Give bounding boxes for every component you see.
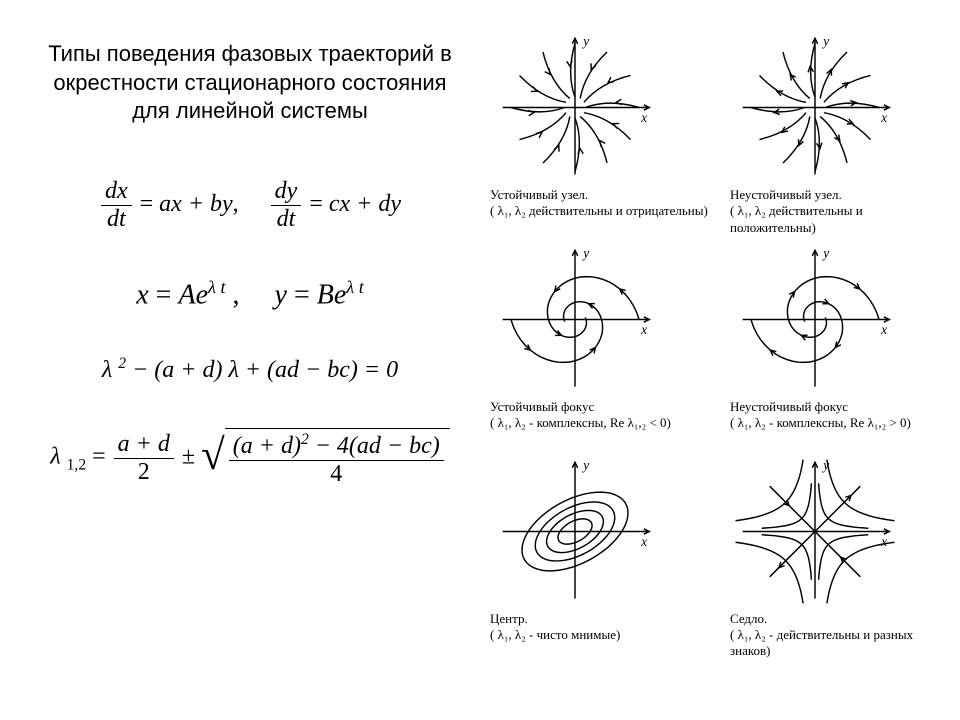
rad-sup: 2 xyxy=(301,431,309,448)
roots-eq: = xyxy=(92,444,112,470)
dx-den: dt xyxy=(101,206,132,233)
svg-text:y: y xyxy=(581,245,589,260)
equation-system: dxdt = ax + by, dydt = cx + dy xyxy=(99,178,401,233)
eq2-rhs: cx + dy xyxy=(329,191,401,217)
portrait-saddle: xyСедло.( λ₁, λ₂ - действительны и разны… xyxy=(730,454,950,660)
eq-sign-3: = xyxy=(156,279,179,310)
roots-num1: a + d xyxy=(114,431,174,459)
roots-den1: 2 xyxy=(114,459,174,486)
sol-y: y xyxy=(275,279,287,310)
svg-text:x: x xyxy=(880,322,887,337)
portrait-caption-stable-node: Устойчивый узел.( λ₁, λ₂ действительны и… xyxy=(490,187,708,220)
portrait-caption-saddle: Седло.( λ₁, λ₂ - действительны и разных … xyxy=(730,611,950,660)
svg-text:y: y xyxy=(821,33,829,48)
portrait-plot-stable-node: xy xyxy=(490,30,660,185)
portrait-caption-unstable-focus: Неустойчивый фокус( λ₁, λ₂ - комплексны,… xyxy=(730,399,911,432)
portrait-center: xyЦентр.( λ₁, λ₂ - чисто мнимые) xyxy=(490,454,710,660)
equation-solution: x = Aeλ t , y = Beλ t xyxy=(136,277,364,311)
equation-characteristic: λ 2 − (a + d) λ + (ad − bc) = 0 xyxy=(102,355,398,384)
svg-text:y: y xyxy=(581,457,589,472)
dx-num: dx xyxy=(101,178,132,206)
roots-sub: 1,2 xyxy=(67,456,87,473)
svg-text:x: x xyxy=(880,110,887,125)
svg-text:x: x xyxy=(640,110,647,125)
portrait-stable-node: xyУстойчивый узел.( λ₁, λ₂ действительны… xyxy=(490,30,710,236)
sol-e1: e xyxy=(196,279,208,310)
portrait-caption-stable-focus: Устойчивый фокус( λ₁, λ₂ - комплексны, R… xyxy=(490,399,671,432)
eq-sign-4: = xyxy=(294,279,317,310)
sol-B: B xyxy=(317,279,334,310)
portrait-plot-saddle: xy xyxy=(730,454,900,609)
eq-sep-1: , xyxy=(233,191,239,217)
eq1-rhs: ax + by xyxy=(159,191,233,217)
equation-roots: λ 1,2 = a + d 2 ± √ (a + d)2 − 4(ad − bc… xyxy=(50,428,450,488)
sol-exp2: λ t xyxy=(346,277,363,297)
roots-den2: 4 xyxy=(229,461,444,488)
svg-text:x: x xyxy=(640,533,647,548)
right-column: xyУстойчивый узел.( λ₁, λ₂ действительны… xyxy=(490,30,950,700)
sol-e2: e xyxy=(334,279,346,310)
portrait-plot-stable-focus: xy xyxy=(490,242,660,397)
sqrt-icon: √ (a + d)2 − 4(ad − bc) 4 xyxy=(201,428,450,488)
portrait-caption-center: Центр.( λ₁, λ₂ - чисто мнимые) xyxy=(490,611,620,644)
portrait-plot-unstable-node: xy xyxy=(730,30,900,185)
left-column: Типы поведения фазовых траекторий в окре… xyxy=(10,30,490,700)
char-lambda: λ xyxy=(102,357,112,383)
page-title: Типы поведения фазовых траекторий в окре… xyxy=(40,40,460,126)
dy-num: dy xyxy=(271,178,302,206)
portrait-plot-unstable-focus: xy xyxy=(730,242,900,397)
char-sq: 2 xyxy=(118,355,126,372)
portrait-unstable-node: xyНеустойчивый узел.( λ₁, λ₂ действитель… xyxy=(730,30,950,236)
sol-x: x xyxy=(136,279,148,310)
svg-text:y: y xyxy=(581,33,589,48)
sol-sep: , xyxy=(233,279,240,310)
portrait-caption-unstable-node: Неустойчивый узел.( λ₁, λ₂ действительны… xyxy=(730,187,950,236)
roots-pm: ± xyxy=(182,444,201,470)
roots-lambda: λ xyxy=(50,444,60,470)
portrait-unstable-focus: xyНеустойчивый фокус( λ₁, λ₂ - комплексн… xyxy=(730,242,950,448)
sol-exp1: λ t xyxy=(208,277,225,297)
dy-den: dt xyxy=(271,206,302,233)
svg-text:y: y xyxy=(821,245,829,260)
svg-text:x: x xyxy=(640,322,647,337)
portrait-stable-focus: xyУстойчивый фокус( λ₁, λ₂ - комплексны,… xyxy=(490,242,710,448)
eq-sign-1: = xyxy=(140,191,160,217)
portrait-plot-center: xy xyxy=(490,454,660,609)
phase-portraits-grid: xyУстойчивый узел.( λ₁, λ₂ действительны… xyxy=(490,30,950,659)
sol-A: A xyxy=(178,279,195,310)
rad-rest: − 4(ad − bc) xyxy=(309,433,440,459)
char-rest: − (a + d) λ + (ad − bc) = 0 xyxy=(132,357,398,383)
svg-text:x: x xyxy=(880,533,887,548)
rad-num: (a + d) xyxy=(233,433,301,459)
eq-sign-2: = xyxy=(309,191,329,217)
